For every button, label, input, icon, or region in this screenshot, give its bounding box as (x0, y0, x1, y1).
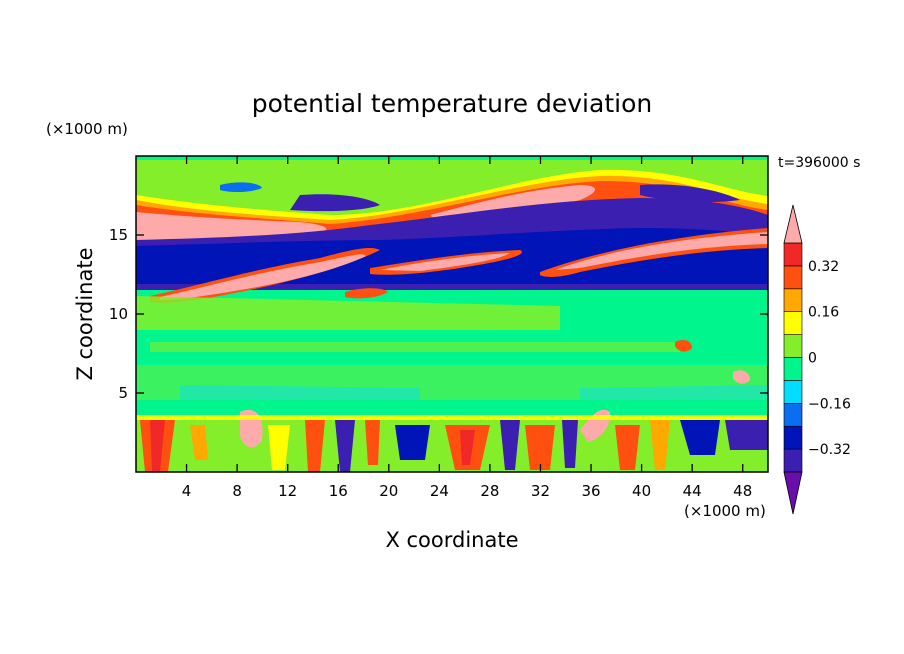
bl-cold-4 (562, 420, 578, 468)
colorbar-swatch (783, 265, 803, 290)
x-tick-label: 36 (581, 482, 600, 500)
warm-pink-streak-right (555, 232, 768, 270)
mid-green-stripe (150, 342, 680, 352)
x-tick-label: 20 (379, 482, 398, 500)
x-tick-label: 28 (480, 482, 499, 500)
colorbar-upper-arrow (783, 204, 803, 244)
x-tick-label: 4 (182, 482, 192, 500)
bl-cold-5 (680, 420, 720, 455)
x-tick-group: 4 8 12 16 20 24 28 32 36 40 44 48 (182, 156, 752, 500)
chart-title: potential temperature deviation (252, 89, 652, 118)
y-unit-label: (×1000 m) (46, 120, 128, 138)
bl-warm-3 (268, 425, 290, 470)
warm-pink-streak-mid (380, 253, 510, 271)
lower-mid-green-band (136, 365, 768, 400)
cold-patch-upper-right (640, 184, 740, 203)
bl-warm-4 (305, 420, 325, 472)
bl-warm-2 (190, 425, 208, 460)
colorbar-swatch (783, 334, 803, 358)
colorbar-tick-label: 0 (808, 351, 817, 367)
colorbar-swatch (783, 242, 803, 267)
x-tick-label: 32 (531, 482, 550, 500)
bl-cold-1 (335, 420, 355, 472)
x-tick-label: 12 (278, 482, 297, 500)
colorbar-tick-label: −0.32 (808, 442, 851, 458)
x-unit-label: (×1000 m) (684, 502, 766, 520)
colorbar-swatch (783, 425, 803, 450)
cold-patch-upper (290, 194, 380, 212)
x-tick-label: 44 (683, 482, 702, 500)
bl-warm-9 (650, 420, 670, 470)
y-tick-group: 5 10 15 (109, 226, 768, 402)
colorbar-tick-label: 0.16 (808, 305, 839, 321)
bl-top-yellow (136, 415, 768, 420)
warm-blob-small (345, 288, 388, 299)
cyan-stripe-left (180, 385, 420, 400)
blue-patch-upper-left (220, 182, 262, 193)
bl-cold-2 (395, 425, 430, 460)
colorbar-tick-label: −0.16 (808, 396, 851, 412)
x-tick-label: 8 (232, 482, 242, 500)
bl-warm-5 (365, 420, 380, 465)
colorbar-swatch (783, 380, 803, 404)
colorbar-tick-label: 0.32 (808, 259, 839, 275)
colorbar-swatch (783, 402, 803, 427)
colorbar: 0.32 0.16 0 −0.16 −0.32 (783, 204, 851, 515)
x-tick-label: 16 (329, 482, 348, 500)
y-tick-label: 10 (109, 305, 128, 323)
colorbar-swatch (783, 311, 803, 335)
x-axis-label: X coordinate (385, 528, 518, 552)
colorbar-swatch (783, 357, 803, 381)
cyan-stripe-right (580, 385, 768, 400)
bl-warm-8 (615, 425, 640, 470)
x-tick-label: 48 (733, 482, 752, 500)
mid-green-band (136, 296, 560, 330)
y-axis-label: Z coordinate (73, 247, 97, 380)
bl-cold-3 (500, 420, 520, 470)
colorbar-lower-arrow (783, 471, 803, 515)
y-tick-label: 5 (118, 384, 128, 402)
bl-warm-7 (525, 425, 555, 470)
contour-field (136, 156, 768, 472)
colorbar-swatch (783, 448, 803, 473)
colorbar-swatch (783, 288, 803, 312)
bl-warm-core-6 (460, 430, 475, 465)
x-tick-label: 40 (632, 482, 651, 500)
y-tick-label: 15 (109, 226, 128, 244)
bl-cold-6 (725, 420, 768, 450)
x-tick-label: 24 (430, 482, 449, 500)
warm-spot-right (675, 340, 692, 352)
warm-spot-far-right (733, 370, 750, 384)
time-label: t=396000 s (778, 155, 860, 171)
warm-pink-streak-left (160, 254, 366, 300)
bl-warm-core-1 (150, 420, 165, 472)
